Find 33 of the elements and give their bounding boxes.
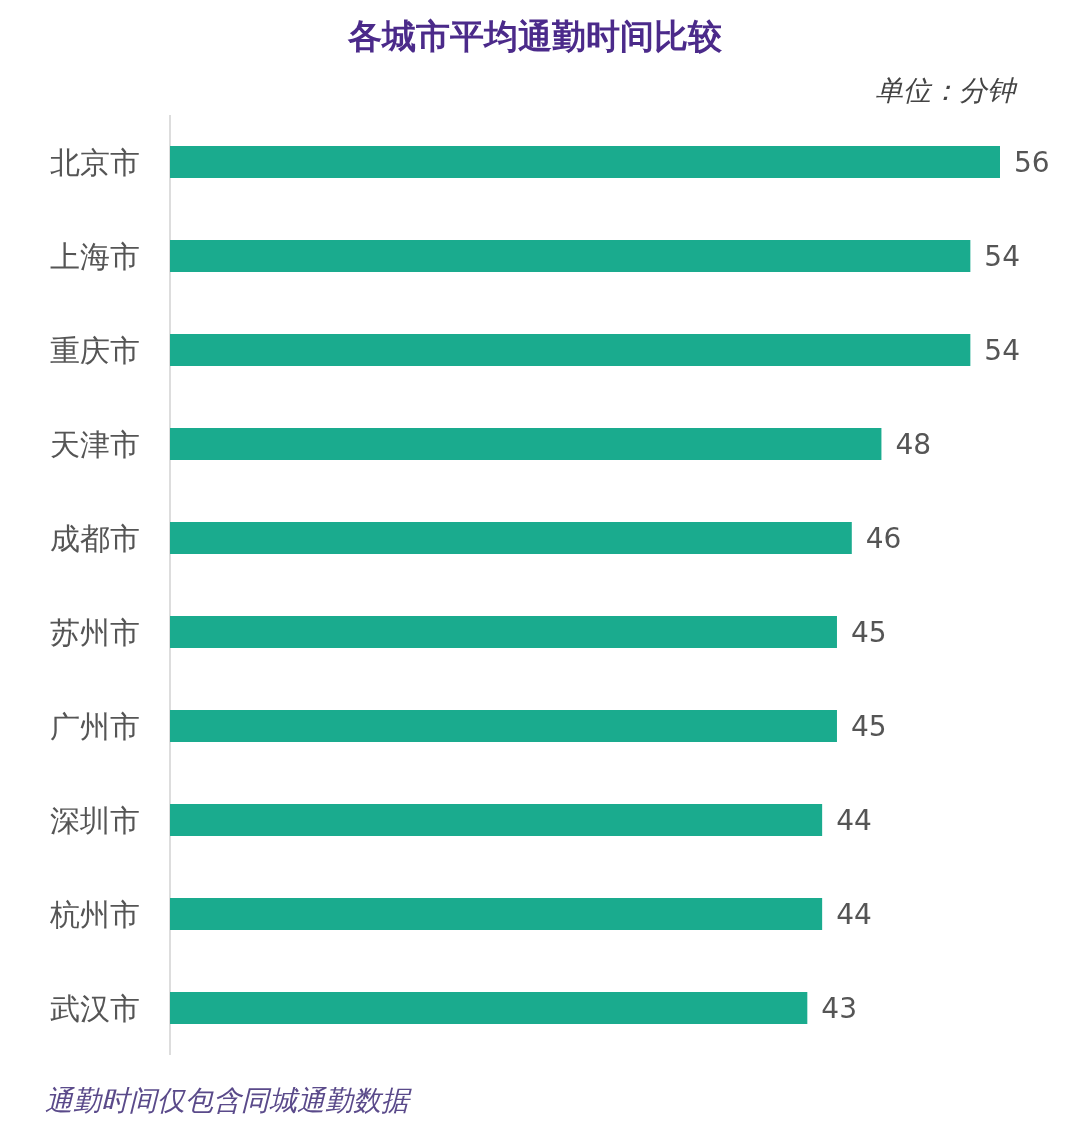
y-tick-label: 广州市 — [50, 709, 140, 744]
data-label: 44 — [836, 898, 872, 931]
chart-subtitle: 单位：分钟 — [875, 74, 1018, 107]
data-label: 56 — [1014, 146, 1050, 179]
bar — [170, 616, 837, 648]
y-tick-label: 成都市 — [50, 521, 140, 556]
bar — [170, 992, 808, 1024]
y-tick-label: 深圳市 — [50, 803, 140, 838]
data-label: 54 — [984, 334, 1020, 367]
bar — [170, 898, 823, 930]
y-tick-label: 北京市 — [50, 145, 140, 180]
bar — [170, 804, 823, 836]
y-tick-label: 重庆市 — [50, 333, 140, 368]
y-tick-label: 上海市 — [50, 239, 140, 274]
data-label: 54 — [984, 240, 1020, 273]
data-label: 48 — [895, 428, 932, 461]
bar — [170, 710, 837, 742]
data-label: 45 — [850, 710, 887, 743]
data-label: 45 — [850, 616, 887, 649]
bar — [170, 240, 971, 272]
y-tick-label: 苏州市 — [50, 615, 140, 650]
data-label: 44 — [836, 804, 872, 837]
data-label: 43 — [821, 992, 857, 1025]
y-tick-label: 武汉市 — [50, 991, 140, 1026]
bar — [170, 522, 852, 554]
text: 通勤时间仅包含同城通勤数据 — [45, 1084, 412, 1117]
bar — [170, 428, 882, 460]
data-label: 46 — [865, 522, 902, 555]
bar — [170, 334, 971, 366]
bar — [170, 146, 1000, 178]
y-tick-label: 天津市 — [50, 427, 140, 462]
chart-title: 各城市平均通勤时间比较 — [347, 16, 723, 56]
y-tick-label: 杭州市 — [49, 897, 140, 932]
